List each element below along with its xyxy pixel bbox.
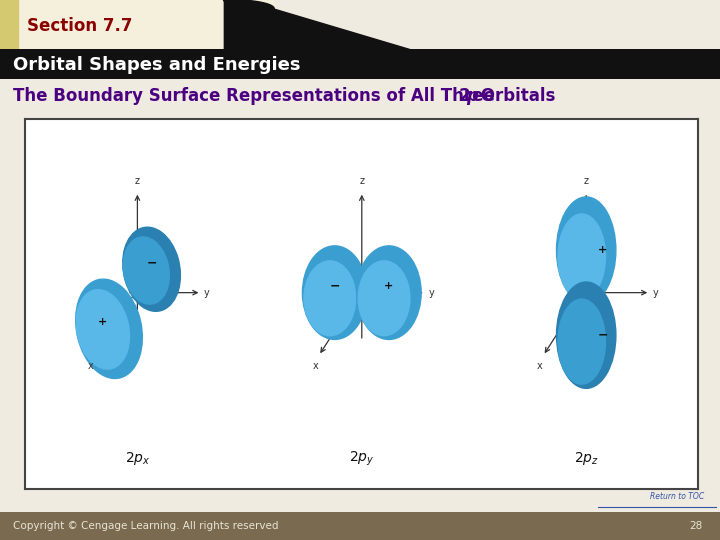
Ellipse shape (76, 289, 130, 369)
Text: −: − (330, 280, 340, 293)
Text: x: x (312, 361, 318, 372)
Text: +: + (598, 245, 608, 255)
Ellipse shape (76, 279, 143, 379)
Ellipse shape (123, 237, 169, 304)
Text: +: + (98, 318, 107, 327)
Text: z: z (135, 176, 140, 186)
Text: $2p_y$: $2p_y$ (349, 449, 374, 468)
Text: p: p (467, 87, 478, 105)
Text: Section 7.7: Section 7.7 (27, 17, 133, 35)
Text: x: x (88, 361, 94, 372)
Ellipse shape (558, 214, 606, 299)
Text: z: z (584, 176, 589, 186)
Text: 28: 28 (689, 521, 702, 531)
Ellipse shape (359, 261, 410, 336)
Ellipse shape (557, 197, 616, 303)
Ellipse shape (304, 261, 356, 336)
Text: $2p_x$: $2p_x$ (125, 450, 150, 467)
Text: $2p_z$: $2p_z$ (574, 450, 598, 467)
Text: −: − (146, 256, 157, 269)
Text: Orbital Shapes and Energies: Orbital Shapes and Energies (13, 56, 300, 74)
Text: 2: 2 (459, 87, 470, 105)
Bar (0, 0, 18, 50)
Text: y: y (204, 288, 210, 298)
Text: Copyright © Cengage Learning. All rights reserved: Copyright © Cengage Learning. All rights… (13, 521, 279, 531)
Ellipse shape (123, 227, 181, 312)
Text: y: y (653, 288, 659, 298)
Text: x: x (536, 361, 542, 372)
Text: y: y (428, 288, 434, 298)
Text: z: z (359, 176, 364, 186)
Text: +: + (384, 281, 394, 291)
Text: Orbitals: Orbitals (475, 87, 556, 105)
Text: Return to TOC: Return to TOC (650, 492, 704, 501)
Text: The Boundary Surface Representations of All Three: The Boundary Surface Representations of … (13, 87, 500, 105)
Ellipse shape (557, 282, 616, 388)
Text: −: − (598, 329, 608, 342)
Polygon shape (225, 0, 410, 50)
Ellipse shape (356, 246, 421, 340)
Ellipse shape (302, 246, 367, 340)
Ellipse shape (558, 299, 606, 384)
